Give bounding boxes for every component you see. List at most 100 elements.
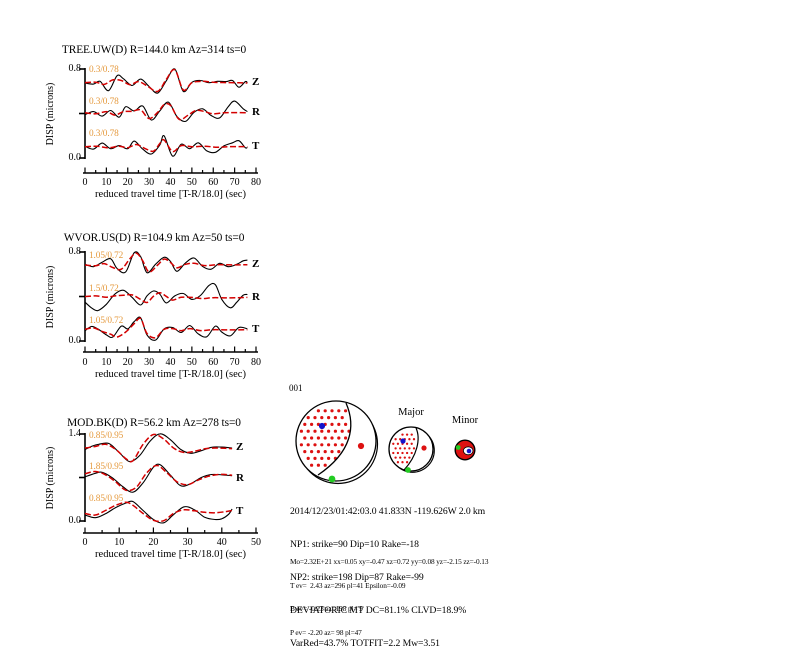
component-label-wvor-us-t: T (252, 323, 260, 335)
full-mt-stipple-dot-12 (310, 422, 314, 426)
full-mt-p-axis-dot (357, 442, 365, 450)
x-tick-label-tree-uw-80: 80 (251, 177, 261, 188)
full-mt-stipple-dot-42 (316, 450, 320, 454)
trace-mod-bk-t-synthetic (84, 501, 233, 523)
panel-title-wvor-us: WVOR.US(D) R=104.9 km Az=50 ts=0 (63, 232, 245, 244)
trace-mod-bk-t-observed (84, 500, 233, 524)
full-mt-stipple-dot-36 (320, 443, 324, 447)
full-mt-stipple-dot-49 (327, 456, 331, 460)
full-mt-stipple-dot-48 (320, 456, 324, 460)
trace-tree-uw-t-synthetic (84, 138, 248, 153)
fit-label-tree-uw-z: 0.3/0.78 (89, 65, 119, 75)
full-mt-stipple-dot-44 (330, 450, 334, 454)
major-dc-stipple-dot-11 (405, 442, 409, 445)
full-mt-stipple-dot-35 (313, 443, 317, 447)
full-mt-stipple-dot-39 (340, 443, 344, 447)
full-mt-stipple-dot-38 (333, 443, 337, 447)
full-mt-stipple-dot-22 (327, 429, 331, 433)
full-mt-stipple-dot-30 (330, 436, 334, 440)
major-dc-nodal-line (403, 427, 419, 471)
full-mt-stipple-dot-32 (344, 436, 348, 440)
major-dc-stipple-dot-1 (405, 433, 409, 436)
major-dc-stipple-dot-8 (392, 442, 395, 445)
x-tick-label-mod-bk-10: 10 (114, 537, 125, 548)
trace-tree-uw-z-synthetic (84, 68, 248, 93)
x-tick-label-wvor-us-60: 60 (208, 357, 219, 368)
trace-tree-uw-z-observed (84, 68, 248, 94)
y-axis-label-wvor-us: DISP (microns) (45, 265, 56, 328)
full-mt-stipple-dot-31 (337, 436, 341, 440)
major-dc-stipple-dot-21 (405, 451, 409, 455)
major-dc-p-axis-dot (421, 445, 427, 451)
major-dc-t-axis-dot (400, 438, 406, 444)
trace-mod-bk-r-observed (84, 463, 233, 493)
full-mt-t-axis-dot (318, 422, 326, 430)
y-tick-label-min-wvor-us: 0.0 (68, 335, 82, 346)
minor-beachball-label: Minor (451, 415, 479, 426)
origin-time-location-line: 2014/12/23/01:42:03.0 41.833N -119.626W … (290, 506, 486, 517)
major-dc-stipple-dot-22 (410, 451, 413, 455)
b-axis-line: B ev= -0.23 az=198 pl= 9 (290, 604, 363, 614)
full-mt-stipple-dot-34 (306, 443, 310, 447)
x-tick-label-wvor-us-20: 20 (122, 357, 133, 368)
major-dc-stipple-dot-2 (410, 433, 413, 436)
x-tick-label-tree-uw-30: 30 (144, 177, 155, 188)
major-dc-stipple-dot-9 (396, 442, 400, 445)
trace-tree-uw-r-synthetic (84, 102, 248, 121)
full-mt-stipple-dot-51 (310, 463, 314, 467)
major-dc-stipple-dot-23 (394, 456, 397, 459)
major-dc-stipple-dot-19 (396, 451, 400, 455)
full-mt-stipple-dot-23 (333, 429, 337, 433)
fit-label-mod-bk-r: 1.85/0.95 (89, 462, 124, 472)
y-tick-label-min-mod-bk: 0.0 (68, 515, 82, 526)
component-label-wvor-us-z: Z (252, 258, 260, 270)
full-mt-stipple-dot-3 (337, 409, 341, 413)
x-tick-label-wvor-us-50: 50 (186, 357, 197, 368)
y-tick-label-max-mod-bk: 1.4 (68, 428, 82, 439)
trace-wvor-us-z-synthetic (84, 252, 248, 273)
major-dc-beachball-outline (388, 426, 434, 472)
fit-label-wvor-us-t: 1.05/0.72 (89, 316, 124, 326)
full-mt-stipple-dot-6 (313, 416, 317, 420)
trace-tree-uw-r-observed (84, 100, 248, 123)
full-mt-stipple-dot-19 (306, 429, 310, 433)
minor-dc-t-axis-dot (466, 448, 472, 454)
full-mt-stipple-dot-26 (303, 436, 307, 440)
full-mt-stipple-dot-1 (323, 409, 327, 413)
nodal-plane-1-line: NP1: strike=90 Dip=10 Rake=-18 (290, 539, 419, 550)
y-tick-label-min-tree-uw: 0.0 (68, 152, 82, 163)
minor-dc-station-dot (455, 445, 461, 450)
major-dc-stipple-dot-14 (399, 447, 402, 450)
y-axis-label-mod-bk: DISP (microns) (45, 446, 56, 509)
major-dc-stipple-dot-18 (392, 451, 395, 455)
full-mt-stipple-dot-46 (306, 456, 310, 460)
major-dc-stipple-dot-20 (401, 451, 404, 455)
major-dc-stipple-dot-16 (408, 447, 411, 450)
t-axis-line: T ev= 2.43 az=296 pl=41 Epsilon=-0.09 (290, 580, 406, 590)
p-axis-line: P ev= -2.20 az= 98 pl=47 (290, 627, 362, 637)
tensor-details-block: Mo=2.32E+21 xx=0.05 xy=-0.47 xz=0.72 yy=… (290, 542, 488, 653)
component-label-wvor-us-r: R (252, 291, 260, 303)
full-mt-stipple-dot-11 (303, 422, 307, 426)
x-tick-label-tree-uw-60: 60 (208, 177, 219, 188)
y-tick-label-max-tree-uw: 0.8 (68, 63, 82, 74)
fit-label-mod-bk-t: 0.85/0.95 (89, 494, 124, 504)
major-dc-stipple-dot-27 (396, 461, 400, 464)
full-mt-stipple-dot-24 (340, 429, 344, 433)
full-mt-stipple-dot-27 (310, 436, 314, 440)
full-mt-stipple-dot-5 (306, 416, 310, 420)
deviatoric-mt-line: DEVIATORIC MT DC=81.1% CLVD=18.9% (290, 605, 467, 616)
full-mt-stipple-dot-2 (330, 409, 334, 413)
full-mt-stipple-dot-18 (299, 429, 303, 433)
nodal-plane-2-line: NP2: strike=198 Dip=87 Rake=-99 (290, 572, 424, 583)
x-tick-label-mod-bk-20: 20 (148, 537, 159, 548)
x-tick-label-wvor-us-0: 0 (82, 357, 88, 368)
full-mt-stipple-dot-20 (313, 429, 317, 433)
major-beachball-label: Major (398, 407, 424, 418)
trace-mod-bk-z-synthetic (84, 433, 233, 463)
full-mt-stipple-dot-8 (327, 416, 331, 420)
full-mt-stipple-dot-16 (337, 422, 341, 426)
full-mt-stipple-dot-4 (344, 409, 348, 413)
major-dc-stipple-dot-3 (394, 438, 397, 441)
full-mt-stipple-dot-52 (316, 463, 320, 467)
